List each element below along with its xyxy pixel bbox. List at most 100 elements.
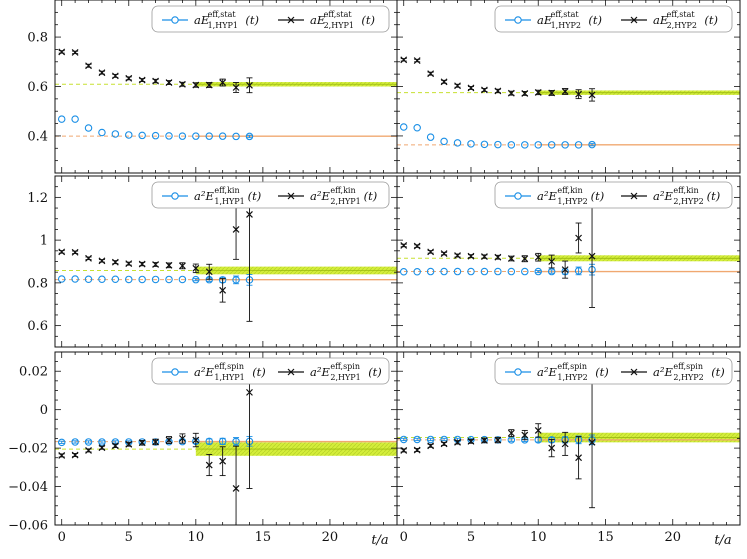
legend-marker-excited: [630, 192, 638, 200]
data-point-excited: [71, 451, 79, 459]
data-point-ground: [547, 141, 556, 149]
legend-base: aE: [653, 13, 669, 27]
data-point-excited: [440, 78, 448, 86]
legend-arg: (t): [591, 189, 605, 203]
data-point-ground: [57, 275, 66, 283]
legend-subscript: 2,HYP1: [324, 21, 354, 30]
data-point-excited: [534, 253, 542, 261]
data-point-excited: [178, 80, 186, 88]
legend-marker-excited: [630, 16, 638, 24]
legend-box: [494, 357, 733, 385]
data-point-ground: [125, 275, 133, 284]
data-point-excited: [111, 442, 119, 450]
legend-base: a²E: [194, 189, 214, 203]
data-point-excited: [178, 435, 186, 442]
data-point-ground: [521, 141, 529, 149]
data-point-excited: [481, 253, 488, 261]
legend-arg: (t): [711, 365, 725, 379]
legend-subscript: 2,HYP1: [330, 197, 360, 206]
data-point-excited: [85, 62, 92, 70]
data-point-excited: [467, 252, 475, 260]
data-point-excited: [138, 260, 146, 268]
data-point-excited: [561, 88, 569, 95]
data-point-excited: [71, 248, 79, 256]
data-point-ground: [453, 267, 462, 276]
data-point-ground: [205, 437, 213, 446]
legend-base: a²E: [310, 189, 330, 203]
data-point-ground: [165, 132, 173, 140]
data-point-excited: [138, 439, 146, 447]
x-axis-label: t/a: [371, 533, 388, 548]
data-point-ground: [71, 275, 79, 283]
data-point-excited: [152, 438, 160, 446]
data-point-ground: [534, 267, 542, 276]
y-tick-label: 0: [40, 403, 48, 418]
data-point-ground: [467, 140, 475, 148]
data-point-ground: [494, 267, 502, 276]
y-tick-label: 1.2: [27, 191, 48, 206]
data-point-ground: [138, 131, 146, 140]
data-point-excited: [427, 442, 435, 450]
legend-arg: (t): [595, 365, 609, 379]
legend-marker-ground: [171, 16, 179, 24]
legend-marker-excited: [287, 16, 295, 24]
y-tick-label: 0.4: [27, 129, 48, 144]
legend-box: [151, 5, 390, 33]
data-point-ground: [151, 438, 160, 446]
data-point-excited: [561, 440, 569, 448]
legend-marker-excited: [287, 368, 295, 376]
legend-superscript: eff,spin: [330, 362, 360, 371]
data-point-excited: [58, 451, 66, 459]
data-point-excited: [152, 261, 160, 268]
data-point-excited: [219, 79, 227, 86]
data-point-ground: [192, 132, 200, 140]
data-point-ground: [245, 132, 254, 141]
data-point-ground: [218, 437, 227, 446]
legend-subscript: 1,HYP2: [557, 373, 587, 382]
data-point-ground: [440, 137, 448, 146]
data-point-excited: [192, 436, 200, 444]
data-point-excited: [454, 438, 461, 446]
legend-superscript: eff,kin: [330, 186, 355, 195]
plot-area: [397, 56, 740, 149]
data-point-ground: [84, 124, 93, 132]
data-point-excited: [138, 76, 146, 84]
data-point-ground: [561, 141, 569, 149]
x-tick-label: 20: [664, 530, 681, 545]
legend-base: a²E: [653, 189, 673, 203]
data-point-ground: [399, 123, 408, 131]
data-point-ground: [98, 438, 106, 446]
legend-subscript: 2,HYP2: [673, 197, 703, 206]
data-point-ground: [467, 267, 475, 276]
data-point-excited: [192, 81, 200, 89]
data-point-excited: [400, 56, 408, 64]
data-point-excited: [98, 257, 106, 265]
data-point-ground: [71, 115, 79, 123]
legend-marker-ground: [514, 368, 522, 376]
data-point-ground: [57, 115, 66, 123]
data-point-excited: [548, 89, 556, 97]
legend-superscript: eff,stat: [208, 10, 237, 19]
data-point-excited: [440, 250, 448, 258]
x-tick-label: 5: [125, 530, 133, 545]
data-point-excited: [588, 252, 596, 260]
x-tick-label: 15: [255, 530, 272, 545]
data-point-excited: [534, 427, 542, 434]
legend-superscript: eff,spin: [557, 362, 587, 371]
legend-arg: (t): [707, 189, 721, 203]
data-point-ground: [178, 275, 187, 284]
plot-area: [397, 376, 740, 509]
data-point-excited: [467, 437, 475, 445]
plot-area: [55, 176, 397, 322]
legend-base: a²E: [653, 365, 673, 379]
data-point-excited: [232, 226, 240, 233]
legend-subscript: 2,HYP2: [673, 373, 703, 382]
legend-box: [494, 5, 733, 33]
data-point-excited: [111, 72, 119, 80]
data-point-excited: [575, 234, 583, 242]
